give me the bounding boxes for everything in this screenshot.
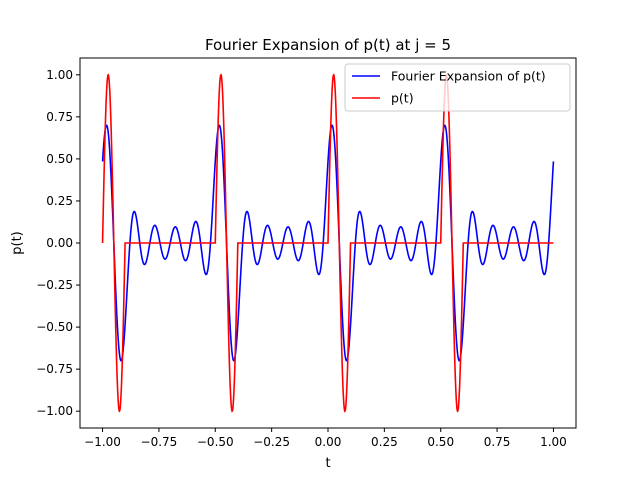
x-tick-label: 0.00 bbox=[315, 435, 342, 449]
y-axis-ticks: −1.00 −0.75 −0.50 −0.25 0.00 0.25 0.50 0.75 1.00 bbox=[36, 68, 80, 418]
x-tick-label: −0.75 bbox=[141, 435, 178, 449]
y-tick-label: −0.25 bbox=[36, 278, 73, 292]
x-tick-label: 0.25 bbox=[371, 435, 398, 449]
y-tick-label: −1.00 bbox=[36, 404, 73, 418]
series-line-fourier bbox=[101, 124, 555, 362]
legend-box bbox=[344, 63, 571, 112]
y-tick-label: −0.75 bbox=[36, 362, 73, 376]
x-tick-label: −1.00 bbox=[84, 435, 121, 449]
series-line-pulse bbox=[101, 73, 554, 413]
y-tick-label: 0.00 bbox=[46, 236, 73, 250]
chart-title: Fourier Expansion of p(t) at j = 5 bbox=[205, 36, 451, 54]
x-tick-label: 0.75 bbox=[484, 435, 511, 449]
x-axis-ticks: −1.00 −0.75 −0.50 −0.25 0.00 0.25 0.50 0.75 1.00 bbox=[84, 428, 567, 449]
x-tick-label: −0.50 bbox=[197, 435, 234, 449]
plot-lines bbox=[101, 73, 555, 413]
y-tick-label: 0.50 bbox=[46, 152, 73, 166]
x-tick-label: 1.00 bbox=[540, 435, 567, 449]
y-tick-label: 0.25 bbox=[46, 194, 73, 208]
y-tick-label: 0.75 bbox=[46, 110, 73, 124]
legend-label-pulse: p(t) bbox=[391, 91, 414, 106]
y-tick-label: 1.00 bbox=[46, 68, 73, 82]
y-tick-label: −0.50 bbox=[36, 320, 73, 334]
x-axis-label: t bbox=[325, 456, 330, 471]
x-tick-label: 0.50 bbox=[427, 435, 454, 449]
y-axis-label: p(t) bbox=[10, 231, 25, 255]
legend-label-fourier: Fourier Expansion of p(t) bbox=[391, 69, 546, 84]
legend: Fourier Expansion of p(t) p(t) bbox=[344, 63, 571, 112]
x-tick-label: −0.25 bbox=[253, 435, 290, 449]
